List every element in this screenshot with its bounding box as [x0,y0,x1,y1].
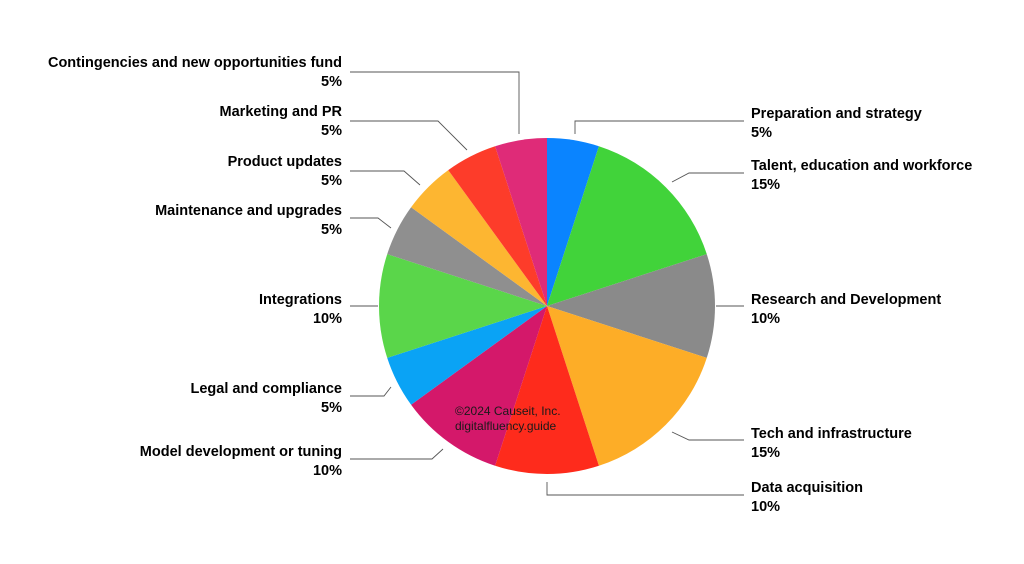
slice-label: Model development or tuning [140,444,342,460]
slice-label: Data acquisition [751,480,863,496]
slice-value-label: 5% [321,222,342,238]
slice-value-label: 5% [321,173,342,189]
slice-value-label: 10% [313,311,342,327]
pie-slice [495,306,599,475]
leader-line [671,172,744,183]
pie-slice [387,306,547,405]
slice-label: Integrations [259,292,342,308]
leader-line [671,431,744,441]
leader-line [350,386,392,397]
pie-slice [448,146,547,306]
pie-slice [547,306,707,466]
slice-value-label: 15% [751,445,780,461]
pie-slice [411,306,547,466]
slice-value-label: 10% [751,311,780,327]
slice-label: Maintenance and upgrades [155,203,342,219]
leader-line [350,217,392,229]
slice-value-label: 5% [321,123,342,139]
slice-value-label: 5% [321,400,342,416]
pie-slice [495,138,547,306]
slice-label: Product updates [228,154,342,170]
leader-lines [350,71,744,496]
leader-line [350,170,421,186]
watermark-line-2: digitalfluency.guide [455,419,557,433]
pie-slice [547,137,599,306]
pie-slices [378,137,716,475]
slice-label: Contingencies and new opportunities fund [48,55,342,71]
pie-slice [547,254,716,358]
slice-value-label: 5% [321,74,342,90]
slice-label: Marketing and PR [220,104,343,120]
leader-line [350,71,520,134]
slice-value-label: 15% [751,177,780,193]
pie-slice [387,207,547,306]
leader-line [574,120,744,134]
slice-label: Tech and infrastructure [751,426,912,442]
leader-line [546,482,744,496]
leader-line [350,120,468,151]
slice-label: Preparation and strategy [751,106,922,122]
watermark-line-1: ©2024 Causeit, Inc. [455,404,561,418]
pie-slice [547,146,707,306]
slice-value-label: 5% [751,125,772,141]
slice-value-label: 10% [313,463,342,479]
slice-label: Legal and compliance [191,381,343,397]
pie-slice [411,170,547,306]
leader-line [350,448,444,460]
slice-label: Research and Development [751,292,941,308]
slice-label: Talent, education and workforce [751,158,972,174]
slice-labels: Preparation and strategy 5% Talent, educat… [48,55,972,515]
slice-value-label: 10% [751,499,780,515]
pie-slice [378,254,547,358]
